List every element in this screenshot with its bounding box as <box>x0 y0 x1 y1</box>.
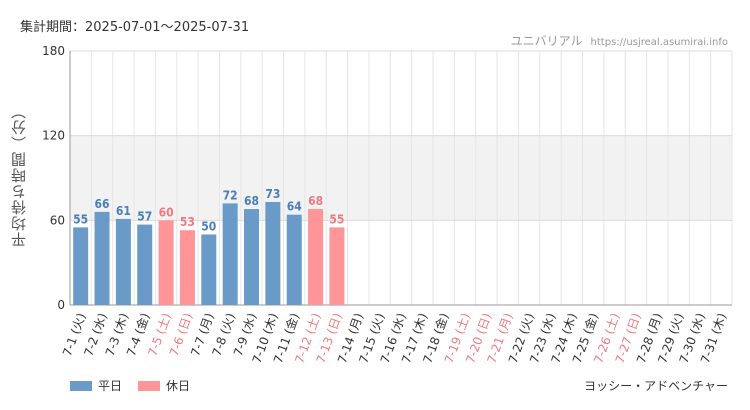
bar-value-label: 68 <box>244 194 259 208</box>
source-name: ユニバリアル <box>510 34 583 48</box>
bar-value-label: 60 <box>159 205 174 219</box>
legend-item-weekday[interactable]: 平日 <box>70 377 122 394</box>
bar[interactable] <box>308 209 324 305</box>
bar[interactable] <box>201 234 217 305</box>
source-credit[interactable]: ユニバリアル https://usjreal.asumirai.info <box>511 32 728 49</box>
bar[interactable] <box>137 224 153 305</box>
bar[interactable] <box>73 227 89 305</box>
attraction-name: ヨッシー・アドベンチャー <box>584 379 728 393</box>
bar-value-label: 53 <box>180 215 195 229</box>
bar-value-label: 66 <box>95 197 110 211</box>
bar-value-label: 57 <box>137 210 152 224</box>
bar[interactable] <box>286 214 302 305</box>
bar[interactable] <box>265 201 281 305</box>
bar-value-label: 61 <box>116 204 131 218</box>
y-axis-label: 平均待ち時間（分） <box>10 103 28 247</box>
bar-value-label: 73 <box>265 187 280 201</box>
bar[interactable] <box>329 227 345 305</box>
bar[interactable] <box>244 209 260 305</box>
y-tick-label: 180 <box>42 44 65 58</box>
shaded-band <box>70 135 732 221</box>
bar-value-label: 72 <box>223 188 238 202</box>
bar-value-label: 55 <box>329 212 344 226</box>
legend-item-holiday[interactable]: 休日 <box>138 377 190 394</box>
bar[interactable] <box>222 203 238 305</box>
bar[interactable] <box>158 220 174 305</box>
legend-swatch-weekday <box>70 380 92 391</box>
bar[interactable] <box>179 230 195 305</box>
bar-value-label: 55 <box>73 212 88 226</box>
y-tick-label: 0 <box>57 298 65 312</box>
bar-value-label: 64 <box>287 200 303 214</box>
bar-value-label: 50 <box>201 219 216 233</box>
legend: 平日 休日 <box>70 377 190 394</box>
bar[interactable] <box>94 211 110 305</box>
legend-label-holiday: 休日 <box>166 379 191 393</box>
period-label: 集計期間：2025-07-01〜2025-07-31 <box>20 20 250 35</box>
legend-label-weekday: 平日 <box>98 379 123 393</box>
y-tick-label: 60 <box>50 213 65 227</box>
legend-swatch-holiday <box>138 380 161 391</box>
bar[interactable] <box>115 218 131 305</box>
y-tick-label: 120 <box>42 129 65 143</box>
source-url[interactable]: https://usjreal.asumirai.info <box>590 37 728 48</box>
bar-value-label: 68 <box>308 194 323 208</box>
